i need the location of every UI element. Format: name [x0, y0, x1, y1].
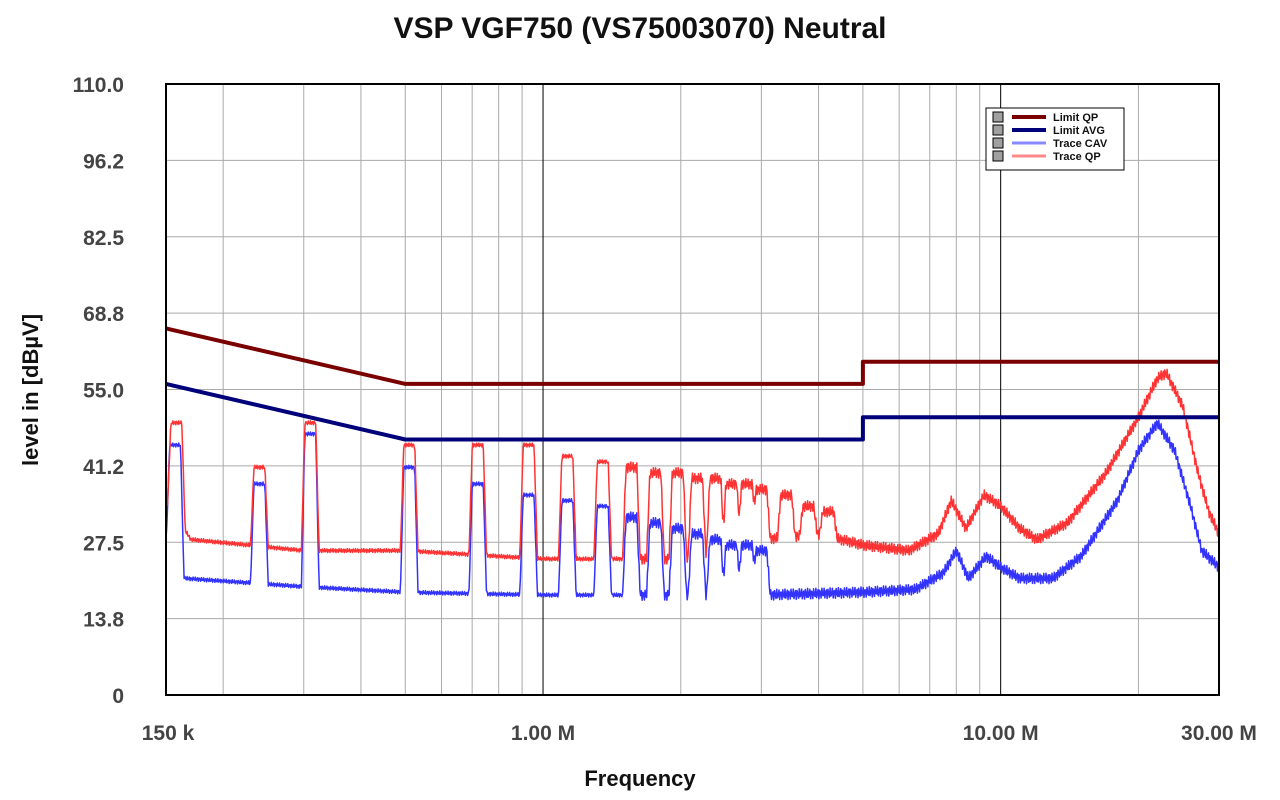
x-tick-labels: 150 k 1.00 M 10.00 M 30.00 M: [142, 722, 1257, 745]
y-tick-label: 27.5: [83, 532, 124, 555]
series-limit-avg: [165, 381, 1219, 442]
plot-frame: [165, 83, 1220, 696]
legend-toggle-checkbox: [992, 124, 1004, 136]
legend-label: Trace QP: [1053, 151, 1101, 163]
chart-title: VSP VGF750 (VS75003070) Neutral: [393, 12, 886, 45]
x-tick-label: 150 k: [142, 722, 195, 745]
y-axis-label: level in [dBµV]: [18, 314, 43, 466]
y-tick-label: 96.2: [83, 150, 124, 173]
x-tick-label: 1.00 M: [511, 722, 575, 745]
y-tick-labels: 0 13.8 27.5 41.2 55.0 68.8 82.5 96.2 110.0: [73, 74, 125, 708]
y-tick-label: 55.0: [83, 380, 124, 403]
y-tick-label: 0: [112, 685, 124, 708]
legend-toggle-checkbox: [992, 150, 1004, 162]
x-tick-label: 10.00 M: [963, 722, 1039, 745]
legend-box: [985, 107, 1125, 171]
legend-label: Trace CAV: [1053, 138, 1108, 150]
legend-label: Limit AVG: [1053, 125, 1105, 137]
x-tick-label: 30.00 M: [1181, 722, 1257, 745]
series-lines: [165, 326, 1220, 601]
series-trace-qp: [165, 368, 1220, 565]
legend-toggle-checkbox: [992, 137, 1004, 149]
x-axis-label: Frequency: [584, 766, 696, 791]
y-tick-label: 41.2: [83, 456, 124, 479]
y-tick-label: 68.8: [83, 303, 124, 326]
legend-toggle-checkbox: [992, 111, 1004, 123]
y-tick-label: 110.0: [73, 74, 124, 97]
series-trace-cav: [165, 419, 1220, 601]
y-tick-label: 13.8: [83, 609, 124, 632]
series-limit-qp: [165, 326, 1219, 386]
legend-label: Limit QP: [1053, 112, 1098, 124]
y-tick-label: 82.5: [83, 227, 124, 250]
